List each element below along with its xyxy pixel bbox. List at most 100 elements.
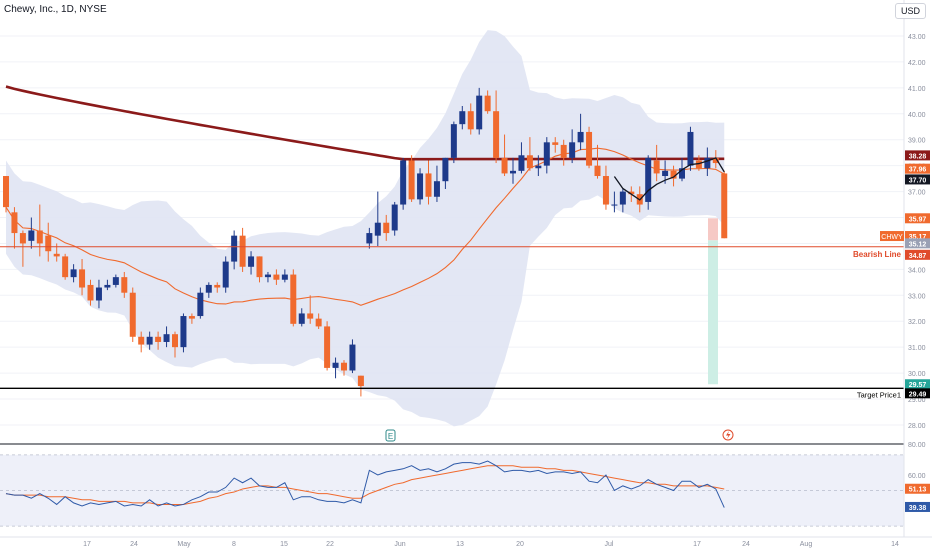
candle[interactable] (687, 126, 694, 171)
candle[interactable] (62, 253, 69, 280)
candle[interactable] (543, 137, 550, 174)
candle[interactable] (611, 191, 618, 213)
candle[interactable] (222, 256, 229, 293)
candle[interactable] (560, 139, 567, 166)
candle[interactable] (408, 155, 415, 202)
candle[interactable] (205, 282, 212, 298)
candle[interactable] (712, 150, 719, 169)
candle[interactable] (459, 106, 466, 130)
candle[interactable] (349, 339, 356, 374)
candle-body (619, 191, 626, 205)
candle[interactable] (484, 90, 491, 114)
candle[interactable] (425, 160, 432, 205)
candle[interactable] (366, 227, 373, 249)
candle[interactable] (28, 217, 35, 249)
candle[interactable] (569, 129, 576, 164)
candle[interactable] (163, 326, 170, 348)
candle[interactable] (721, 170, 728, 239)
rsi-badge: 51.13 (909, 487, 927, 494)
candle[interactable] (341, 360, 347, 376)
candle[interactable] (383, 214, 390, 241)
candle[interactable] (315, 313, 322, 330)
candle[interactable] (619, 188, 626, 213)
candle[interactable] (112, 274, 119, 288)
candle[interactable] (400, 157, 407, 210)
candle[interactable] (450, 121, 457, 164)
candle[interactable] (501, 134, 508, 177)
candle[interactable] (3, 176, 9, 213)
price-badge: 35.12 (909, 241, 927, 248)
candle-body (704, 157, 711, 169)
candle[interactable] (586, 126, 593, 169)
candle[interactable] (552, 137, 559, 153)
candle[interactable] (11, 207, 18, 249)
candle[interactable] (510, 157, 516, 184)
candle[interactable] (526, 137, 533, 171)
candle[interactable] (188, 313, 195, 324)
candle[interactable] (433, 165, 440, 202)
candle[interactable] (476, 87, 483, 135)
candle[interactable] (197, 287, 204, 319)
candle[interactable] (645, 155, 652, 210)
candle[interactable] (36, 204, 43, 257)
currency-button[interactable]: USD (894, 3, 926, 19)
candle[interactable] (214, 282, 221, 293)
candle[interactable] (493, 90, 500, 164)
candle-body (450, 124, 457, 158)
candle[interactable] (264, 271, 271, 283)
candle[interactable] (70, 264, 77, 283)
candle[interactable] (391, 201, 398, 236)
candle[interactable] (121, 271, 128, 298)
candle[interactable] (518, 142, 525, 174)
candle[interactable] (281, 269, 288, 283)
candle[interactable] (104, 279, 111, 291)
candle[interactable] (594, 144, 601, 179)
price-tick-label: 31.00 (908, 345, 926, 352)
price-badge-bg (905, 174, 930, 185)
candle[interactable] (577, 113, 584, 151)
candle[interactable] (374, 191, 381, 247)
price-badge: 35.17 (909, 234, 927, 241)
bollinger-band (6, 30, 725, 427)
time-axis[interactable]: 17 24 May 8 15 22 Jun 13 20 Jul 17 24 Aug 14 (83, 541, 899, 548)
candle[interactable] (45, 222, 52, 262)
candle[interactable] (138, 331, 145, 353)
candle[interactable] (332, 357, 339, 379)
time-tick-label: 22 (326, 541, 334, 548)
candle[interactable] (231, 230, 238, 270)
candle[interactable] (467, 103, 474, 135)
short-position-tool[interactable] (708, 218, 718, 385)
candle[interactable] (180, 313, 187, 353)
candle[interactable] (324, 321, 331, 371)
candle[interactable] (704, 147, 711, 177)
candle[interactable] (273, 269, 280, 285)
candle[interactable] (79, 258, 86, 296)
symbol-title[interactable]: Chewy, Inc., 1D, NYSE (4, 4, 107, 15)
candle[interactable] (602, 165, 609, 210)
candle[interactable] (442, 157, 449, 189)
candle[interactable] (87, 279, 94, 306)
candle-body (264, 274, 271, 278)
candle[interactable] (129, 287, 136, 342)
candle[interactable] (19, 230, 26, 267)
candle[interactable] (146, 331, 153, 350)
candle-body (687, 131, 694, 166)
candle[interactable] (172, 331, 178, 358)
candle[interactable] (155, 331, 162, 350)
candle[interactable] (248, 251, 255, 275)
candle[interactable] (290, 269, 297, 327)
candle[interactable] (535, 155, 542, 177)
earnings-icon[interactable]: E (385, 429, 396, 442)
candle[interactable] (298, 308, 305, 327)
candle[interactable] (357, 375, 364, 397)
candle[interactable] (95, 279, 102, 309)
candle[interactable] (239, 227, 246, 272)
candle[interactable] (670, 165, 677, 187)
candle[interactable] (307, 295, 314, 324)
candle[interactable] (256, 256, 263, 283)
candle[interactable] (653, 144, 660, 182)
lightning-icon[interactable] (722, 429, 734, 441)
candle[interactable] (417, 168, 424, 205)
